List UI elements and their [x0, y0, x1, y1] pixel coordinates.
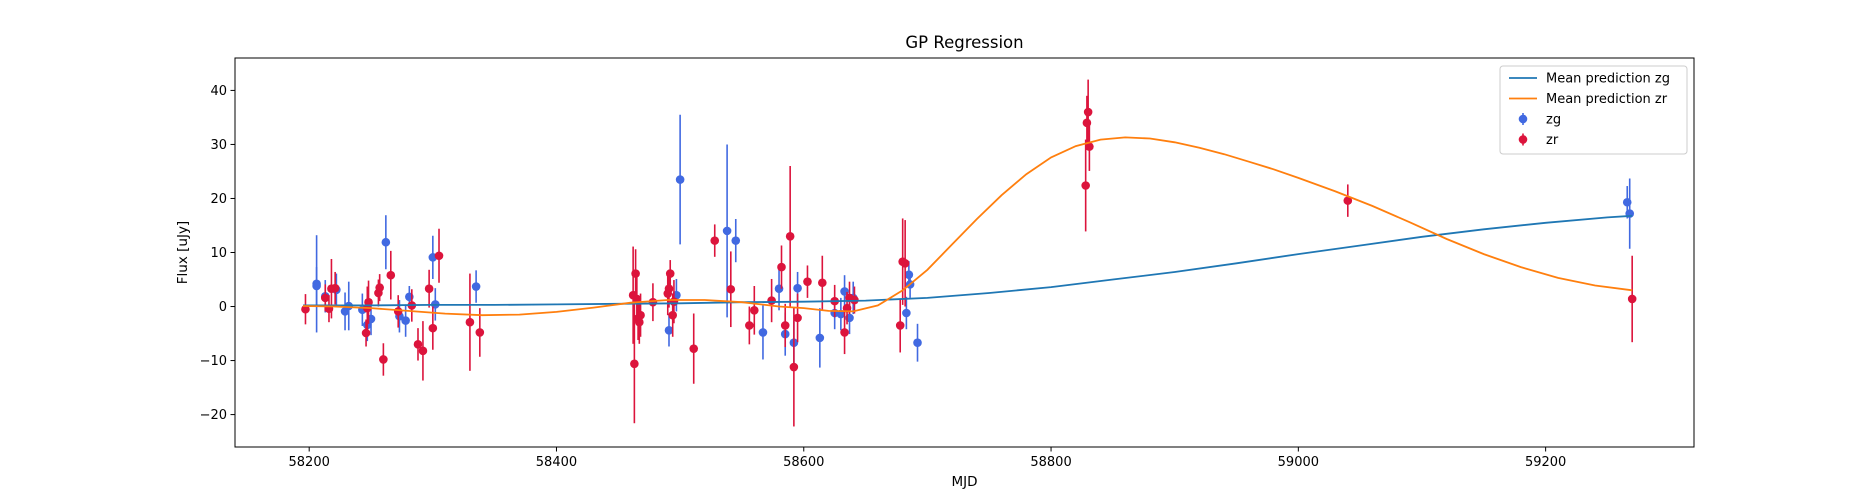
point-zr — [1627, 294, 1637, 304]
y-tick-label: −20 — [200, 408, 227, 423]
x-tick-label: 58400 — [536, 455, 577, 470]
point-zg — [904, 270, 914, 279]
point-zr — [434, 251, 444, 261]
point-zr — [1085, 142, 1094, 151]
point-zr — [895, 321, 905, 330]
point-zr — [630, 359, 639, 369]
legend-label: zr — [1546, 133, 1559, 148]
point-zr — [767, 296, 776, 305]
point-zr — [726, 284, 736, 294]
point-zr — [785, 231, 795, 241]
point-zr — [668, 310, 677, 320]
legend-label: zg — [1546, 113, 1561, 128]
point-zr — [428, 323, 438, 333]
point-zr — [320, 293, 330, 303]
point-zr — [418, 346, 428, 356]
point-zr — [465, 317, 475, 327]
legend-box — [1499, 65, 1688, 155]
point-zg — [815, 333, 825, 343]
x-tick-label: 58600 — [783, 455, 824, 470]
point-zr — [793, 313, 802, 323]
line-mean-prediction-zr — [302, 136, 1633, 317]
point-zr — [777, 262, 786, 272]
point-zr — [386, 270, 396, 280]
point-zr — [689, 344, 699, 353]
point-zr — [1081, 181, 1090, 190]
legend-label: Mean prediction zr — [1546, 92, 1668, 107]
legend-item-zg: zg — [1518, 113, 1561, 128]
point-zr — [475, 328, 485, 337]
point-zr — [393, 307, 403, 316]
y-tick-label: −10 — [200, 354, 227, 369]
point-zr — [413, 340, 423, 349]
line-mean-prediction-zg — [303, 214, 1633, 307]
x-axis-label: MJD — [951, 474, 977, 490]
point-zg — [664, 326, 674, 335]
point-zr — [745, 321, 754, 330]
point-zr — [803, 277, 812, 286]
point-zg — [471, 282, 481, 291]
point-zr — [301, 304, 310, 314]
point-zg — [793, 283, 802, 293]
point-zr — [789, 362, 799, 372]
x-tick-label: 58200 — [289, 455, 330, 470]
point-zg — [675, 175, 685, 184]
plot-area — [301, 79, 1637, 427]
point-zr — [379, 355, 388, 364]
point-zr — [780, 321, 790, 330]
legend-item-mean-prediction-zg: Mean prediction zg — [1509, 72, 1670, 87]
point-zr — [665, 269, 675, 278]
y-tick-label: 20 — [210, 192, 227, 207]
point-zg — [722, 226, 732, 236]
point-zg — [312, 281, 321, 291]
point-zr — [424, 284, 434, 293]
point-zr — [648, 297, 658, 307]
y-tick-label: 0 — [219, 300, 227, 315]
point-zg — [902, 308, 911, 318]
legend: Mean prediction zg Mean prediction zr zg zr — [1499, 65, 1688, 155]
point-zg — [401, 316, 410, 325]
x-tick-label: 59000 — [1278, 455, 1319, 470]
legend-label: Mean prediction zg — [1546, 72, 1670, 87]
point-zr — [900, 259, 910, 268]
y-tick-label: 30 — [210, 138, 227, 153]
point-zr — [631, 269, 640, 278]
legend-marker-swatch — [1518, 114, 1528, 124]
x-tick-label: 59200 — [1525, 455, 1566, 470]
point-zg — [381, 237, 391, 247]
point-zg — [913, 338, 922, 348]
point-zr — [750, 306, 759, 315]
point-zr — [664, 284, 674, 293]
legend-item-mean-prediction-zr: Mean prediction zr — [1509, 92, 1668, 107]
point-zg — [731, 236, 741, 245]
chart-title: GP Regression — [905, 33, 1023, 52]
point-zr — [361, 328, 371, 338]
legend-item-zr: zr — [1518, 133, 1559, 148]
point-zr — [1343, 196, 1353, 205]
point-zr — [710, 236, 720, 245]
point-zr — [840, 328, 849, 337]
axes: 58200 58400 58600 58800 59000 59200 −20 −10 0 10 2… — [200, 57, 1695, 470]
point-zr — [364, 297, 373, 307]
point-zr — [636, 310, 645, 320]
point-zg — [758, 328, 768, 337]
point-zr — [818, 278, 827, 288]
y-tick-label: 40 — [210, 84, 227, 99]
legend-marker-swatch — [1518, 135, 1528, 144]
point-zr — [635, 317, 644, 327]
point-zr — [375, 283, 384, 292]
x-tick-label: 58800 — [1030, 455, 1071, 470]
point-zr — [1083, 107, 1093, 117]
point-zr — [669, 297, 679, 306]
y-axis-label: Flux [uJy] — [175, 221, 191, 284]
y-tick-label: 10 — [210, 246, 227, 261]
point-zr — [330, 283, 340, 293]
